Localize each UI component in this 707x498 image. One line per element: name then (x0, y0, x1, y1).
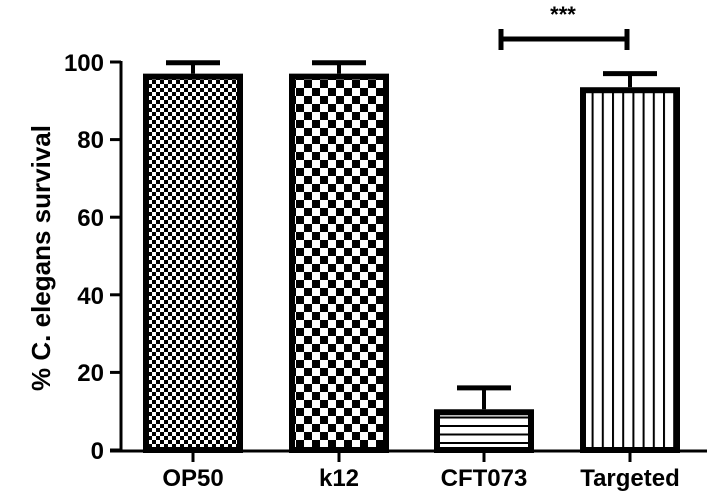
x-label-op50: OP50 (162, 465, 223, 492)
y-tick-60: 60 (77, 205, 104, 232)
y-tick-0: 0 (91, 438, 104, 465)
significance-label: *** (550, 2, 576, 27)
y-tick-20: 20 (77, 360, 104, 387)
y-tick-labels: 0 20 40 60 80 100 (64, 50, 104, 465)
bar-targeted (580, 71, 680, 453)
bar-cft073 (434, 385, 534, 454)
bar-op50 (143, 60, 243, 453)
x-label-targeted: Targeted (580, 465, 680, 492)
bar-rect (289, 73, 389, 453)
y-tick-100: 100 (64, 50, 104, 77)
y-tick-40: 40 (77, 283, 104, 310)
y-axis-title: % C. elegans survival (26, 125, 56, 391)
x-tick-labels: OP50 k12 CFT073 Targeted (162, 451, 680, 492)
y-ticks (110, 60, 121, 452)
bars (143, 60, 680, 454)
significance-bracket: *** (498, 2, 630, 50)
bar-rect (434, 409, 534, 454)
bar-rect (580, 87, 680, 453)
x-label-cft073: CFT073 (441, 465, 528, 492)
bar-rect (143, 73, 243, 453)
x-label-k12: k12 (319, 465, 359, 492)
bar-k12 (289, 60, 389, 453)
y-tick-80: 80 (77, 127, 104, 154)
